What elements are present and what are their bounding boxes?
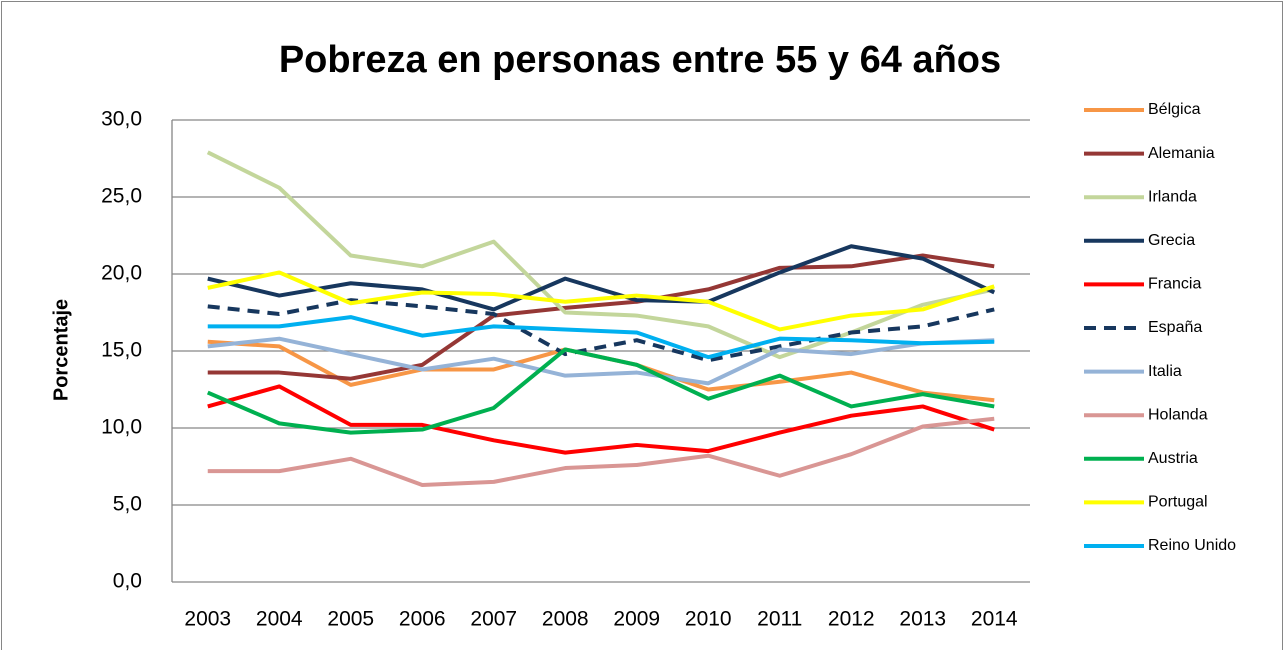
y-tick-label: 0,0: [113, 570, 142, 593]
x-tick-label: 2013: [899, 608, 946, 631]
series-line: [207, 270, 995, 332]
series-line: [206, 150, 995, 360]
series-line: [207, 384, 995, 455]
legend-label: Holanda: [1148, 406, 1208, 423]
x-tick-label: 2008: [542, 608, 589, 631]
x-tick-label: 2014: [971, 608, 1018, 631]
x-tick-label: 2004: [256, 608, 303, 631]
y-tick-label: 25,0: [101, 185, 142, 208]
y-tick-label: 10,0: [101, 416, 142, 439]
x-tick-label: 2009: [613, 608, 660, 631]
legend-label: Portugal: [1148, 494, 1208, 511]
x-tick-label: 2006: [399, 608, 446, 631]
series-line: [206, 347, 995, 435]
series-line: [207, 315, 995, 360]
x-tick-label: 2007: [470, 608, 517, 631]
series-line: [207, 298, 995, 363]
y-tick-label: 5,0: [113, 493, 142, 516]
x-tick-label: 2012: [828, 608, 875, 631]
chart-title: Pobreza en personas entre 55 y 64 años: [279, 39, 1001, 81]
x-tick-label: 2011: [757, 608, 802, 631]
series-line: [207, 336, 995, 386]
series-line: [207, 253, 995, 381]
y-axis-label: Porcentaje: [50, 299, 72, 401]
legend-label: Francia: [1148, 276, 1201, 293]
legend-label: Alemania: [1148, 145, 1215, 162]
legend-label: Bélgica: [1148, 101, 1201, 118]
y-tick-label: 15,0: [101, 339, 142, 362]
legend-label: Grecia: [1148, 232, 1195, 249]
legend-label: Irlanda: [1148, 188, 1197, 205]
legend-label: Italia: [1148, 363, 1182, 380]
legend-label: Austria: [1148, 450, 1198, 467]
legend-label: Reino Unido: [1148, 537, 1236, 554]
series-line: [207, 416, 995, 487]
x-tick-label: 2010: [685, 608, 732, 631]
series-line: [207, 244, 996, 312]
x-tick-label: 2003: [184, 608, 231, 631]
x-tick-label: 2005: [327, 608, 374, 631]
y-tick-label: 20,0: [101, 262, 142, 285]
legend-label: España: [1148, 319, 1202, 336]
y-tick-label: 30,0: [101, 108, 142, 131]
